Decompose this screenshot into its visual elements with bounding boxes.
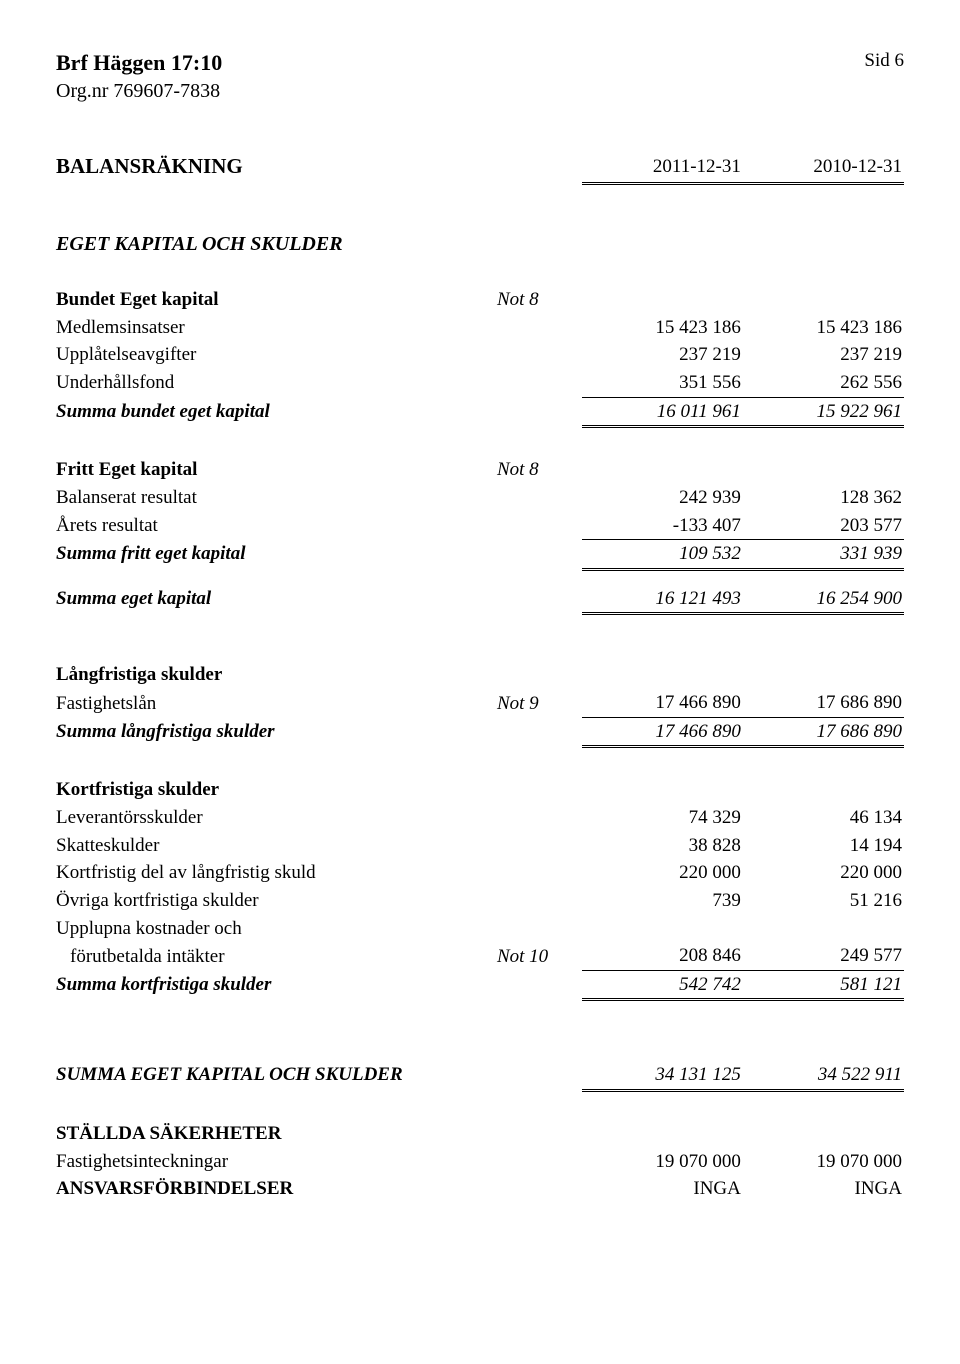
footer-table: STÄLLDA SÄKERHETER Fastighetsinteckninga…	[56, 1120, 904, 1203]
sum-row: SUMMA EGET KAPITAL OCH SKULDER 34 131 12…	[56, 1061, 904, 1089]
grand-total-table: SUMMA EGET KAPITAL OCH SKULDER 34 131 12…	[56, 1061, 904, 1092]
fritt-note: Not 8	[497, 456, 582, 484]
table-row: Medlemsinsatser 15 423 186 15 423 186	[56, 314, 904, 342]
bundet-heading: Bundet Eget kapital	[56, 286, 497, 314]
sum-row: Summa eget kapital 16 121 493 16 254 900	[56, 585, 904, 613]
period-b: 2010-12-31	[743, 151, 904, 182]
lang-table: Långfristiga skulder Fastighetslån Not 9…	[56, 661, 904, 748]
stallda-heading: STÄLLDA SÄKERHETER	[56, 1120, 904, 1148]
table-row: Övriga kortfristiga skulder 739 51 216	[56, 887, 904, 915]
lang-heading: Långfristiga skulder	[56, 661, 904, 689]
bundet-note: Not 8	[497, 286, 582, 314]
table-row: Årets resultat -133 407 203 577	[56, 512, 904, 540]
section-title: BALANSRÄKNING	[56, 151, 497, 182]
table-row: Fastighetsinteckningar 19 070 000 19 070…	[56, 1148, 904, 1176]
page-number: Sid 6	[864, 48, 904, 74]
org-number: Org.nr 769607-7838	[56, 78, 222, 105]
bundet-table: Bundet Eget kapital Not 8 Medlemsinsatse…	[56, 286, 904, 428]
table-row: förutbetalda intäkter Not 10 208 846 249…	[56, 942, 904, 970]
table-row: ANSVARSFÖRBINDELSER INGA INGA	[56, 1175, 904, 1203]
sum-row: Summa kortfristiga skulder 542 742 581 1…	[56, 970, 904, 998]
table-row: Skatteskulder 38 828 14 194	[56, 832, 904, 860]
fritt-heading: Fritt Eget kapital	[56, 456, 497, 484]
org-name: Brf Häggen 17:10	[56, 48, 222, 78]
sum-row: Summa bundet eget kapital 16 011 961 15 …	[56, 397, 904, 425]
table-row: Upplåtelseavgifter 237 219 237 219	[56, 341, 904, 369]
title-table: BALANSRÄKNING 2011-12-31 2010-12-31	[56, 151, 904, 185]
period-a: 2011-12-31	[582, 151, 743, 182]
kort-heading: Kortfristiga skulder	[56, 776, 904, 804]
sum-row: Summa fritt eget kapital 109 532 331 939	[56, 540, 904, 568]
table-row: Upplupna kostnader och	[56, 915, 904, 943]
sum-row: Summa långfristiga skulder 17 466 890 17…	[56, 717, 904, 745]
summa-eget-table: Summa eget kapital 16 121 493 16 254 900	[56, 585, 904, 616]
table-row: Fastighetslån Not 9 17 466 890 17 686 89…	[56, 689, 904, 717]
kort-table: Kortfristiga skulder Leverantörsskulder …	[56, 776, 904, 1001]
fritt-table: Fritt Eget kapital Not 8 Balanserat resu…	[56, 456, 904, 571]
table-row: Balanserat resultat 242 939 128 362	[56, 484, 904, 512]
document-header: Brf Häggen 17:10 Org.nr 769607-7838 Sid …	[56, 48, 904, 105]
table-row: Leverantörsskulder 74 329 46 134	[56, 804, 904, 832]
table-row: Underhållsfond 351 556 262 556	[56, 369, 904, 397]
table-row: Kortfristig del av långfristig skuld 220…	[56, 859, 904, 887]
eget-kapital-heading: EGET KAPITAL OCH SKULDER	[56, 231, 904, 258]
